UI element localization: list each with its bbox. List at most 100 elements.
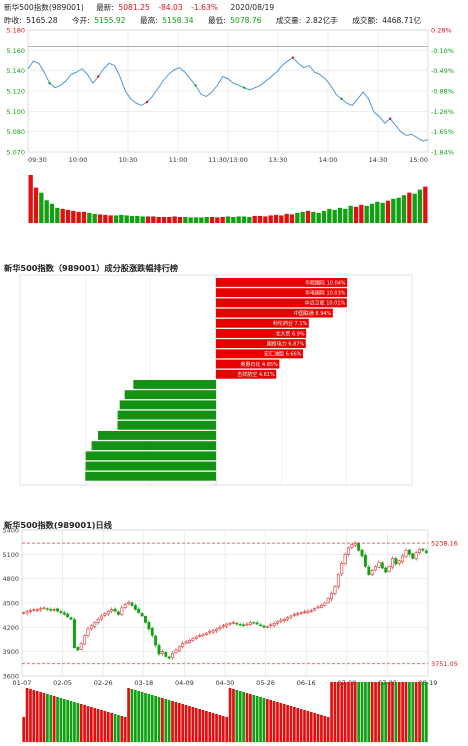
- candle-body: [137, 608, 141, 613]
- volume-bar: [167, 216, 172, 223]
- volume-bar: [113, 215, 119, 223]
- kline-volume-bar: [397, 682, 401, 742]
- kline-volume-bar: [353, 682, 357, 742]
- kline-volume-bar: [147, 694, 151, 742]
- kline-volume-bar: [188, 706, 191, 742]
- candle-body: [160, 651, 164, 654]
- volume-bar: [396, 197, 401, 223]
- candle-body: [407, 549, 411, 555]
- volume-bar: [412, 193, 417, 223]
- candle-body: [340, 563, 344, 575]
- candle-body: [357, 543, 361, 551]
- candle-body: [215, 628, 218, 632]
- kline-volume-bar: [150, 695, 154, 742]
- kline-volume-bar: [265, 699, 269, 742]
- amount-label: 成交额:: [352, 16, 378, 25]
- ranking-chart: 华熙国际 10.04% 华电国际 10.03% 中远卫星 10.01% 中国联通 8.…: [19, 274, 413, 486]
- kline-volume-bar: [282, 704, 286, 742]
- stock-label: 国投电力 6.87%: [267, 341, 305, 348]
- pct-tick-label: -0.10%: [431, 47, 454, 55]
- kline-volume-bar: [377, 682, 381, 742]
- candle-body: [221, 625, 225, 627]
- candle-body: [59, 611, 63, 613]
- candle-body: [49, 609, 53, 611]
- kline-volume-bar: [52, 696, 56, 742]
- candle-body: [150, 627, 154, 636]
- kline-volume-bar: [289, 706, 293, 742]
- kline-volume-bar: [49, 695, 53, 742]
- candle-body: [303, 611, 306, 613]
- volume-bar: [295, 212, 300, 223]
- kline-volume-bar: [174, 702, 178, 742]
- candle-body: [100, 615, 103, 620]
- candle-body: [167, 656, 171, 659]
- candle-body: [35, 609, 39, 611]
- loser-bar: [124, 390, 216, 400]
- candle-body: [113, 608, 117, 612]
- candle-body: [157, 644, 161, 655]
- kline-volume-bar: [130, 689, 134, 742]
- stock-label: 福莱迪控 -7.53%: [218, 412, 258, 419]
- volume-bar: [92, 213, 97, 223]
- candle-body: [204, 632, 208, 635]
- volume-bar: [316, 212, 321, 223]
- price-tick-label: 5.080: [6, 128, 25, 136]
- gainer-bar: [216, 318, 309, 328]
- price-point: [243, 86, 246, 89]
- candle-body: [380, 562, 384, 569]
- kline-volume-bar: [208, 712, 212, 742]
- kline-volume-bar: [164, 699, 168, 742]
- kline-volume-bar: [330, 682, 333, 742]
- candle-body: [32, 609, 36, 611]
- candle-body: [272, 623, 276, 626]
- candle-body: [333, 586, 337, 594]
- kline-volume-bar: [93, 708, 97, 742]
- candle-body: [292, 614, 296, 616]
- kline-volume-bar: [69, 701, 73, 742]
- kline-volume-bar: [364, 682, 367, 742]
- time-tick-label: 11:30/13:00: [208, 156, 248, 164]
- stock-label: 中国联通 8.94%: [294, 310, 332, 317]
- stock-label: 沃森生物 -10%: [218, 473, 253, 480]
- stock-label: 科伦药业 7.1%: [273, 320, 308, 327]
- kline-volume-bar: [424, 682, 428, 742]
- volume-bar: [257, 215, 263, 223]
- kline-volume-bar: [293, 707, 296, 742]
- candle-body: [123, 604, 127, 608]
- volume-bar: [353, 206, 359, 223]
- candle-body: [56, 608, 59, 612]
- volume-bar: [161, 216, 167, 223]
- kline-date-tick: 02-26: [94, 679, 113, 687]
- kline-volume-bar: [29, 689, 32, 742]
- volume-bar: [401, 195, 407, 223]
- low-value: 5078.76: [230, 16, 262, 25]
- volume-bar: [65, 209, 71, 223]
- kline-volume-bar: [96, 709, 100, 742]
- price-tick-label: 5.100: [6, 108, 25, 116]
- kline-volume-bar: [137, 691, 141, 742]
- candle-body: [370, 570, 374, 575]
- candle-body: [353, 542, 357, 546]
- candle-body: [154, 635, 158, 646]
- kline-price-tick: 4800: [2, 575, 19, 583]
- min-price-label: 3751.05: [431, 660, 458, 668]
- kline-volume-bar: [276, 702, 279, 742]
- loser-bar: [85, 461, 216, 471]
- volume-bar: [375, 201, 380, 223]
- candle-body: [174, 649, 178, 653]
- kline-volume-bar: [218, 715, 222, 742]
- kline-volume-bar: [262, 698, 266, 742]
- candle-body: [248, 622, 252, 625]
- kline-volume-bar: [232, 689, 235, 742]
- volume-bar: [151, 216, 156, 223]
- candle-body: [79, 643, 83, 650]
- volume-bar: [188, 217, 193, 223]
- candle-body: [177, 646, 181, 651]
- kline-volume-bar: [347, 682, 350, 742]
- kline-date-tick: 07-30: [378, 679, 397, 687]
- kline-date-tick: 01-07: [13, 679, 32, 687]
- loser-bar: [91, 441, 216, 451]
- candle-body: [73, 619, 76, 648]
- kline-volume-bar: [171, 701, 174, 742]
- candle-body: [86, 628, 90, 636]
